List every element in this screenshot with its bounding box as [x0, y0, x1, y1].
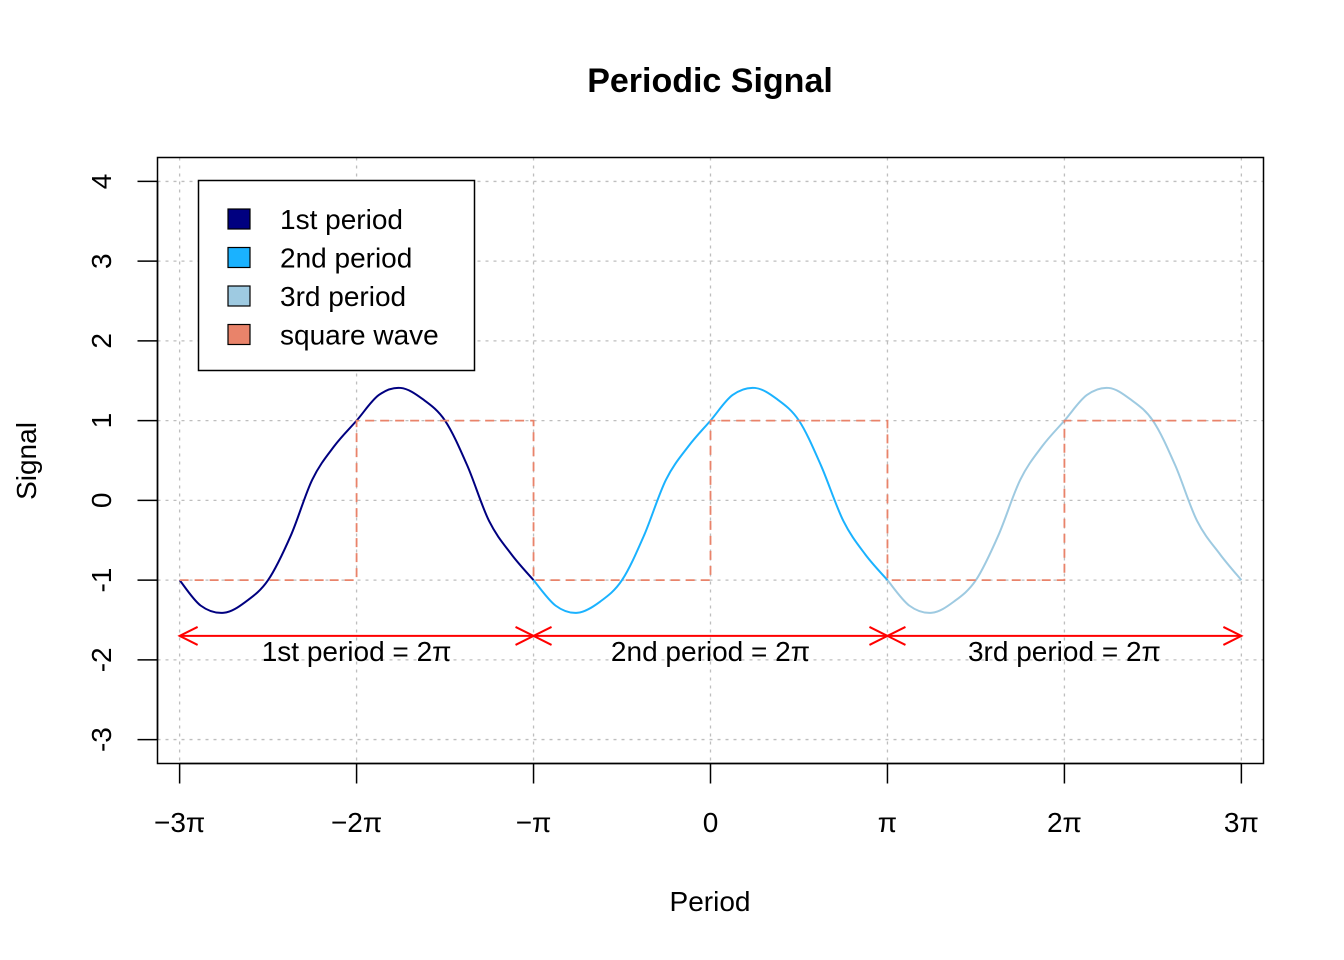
y-tick-label-3: 0 — [86, 493, 117, 509]
y-tick-label-1: -2 — [86, 647, 117, 672]
y-tick-label-0: -3 — [86, 727, 117, 752]
x-axis-label: Period — [670, 886, 751, 917]
legend-swatch-square-wave — [227, 323, 251, 346]
y-tick-label-4: 1 — [86, 413, 117, 429]
x-tick-label-1: −2π — [331, 807, 382, 838]
x-tick-label-4: π — [878, 807, 897, 838]
series-lines — [178, 386, 1243, 614]
arrowhead-right-3 — [1222, 626, 1244, 646]
chart-title: Periodic Signal — [587, 62, 833, 100]
legend-swatch-2nd-period — [227, 246, 251, 269]
legend: 1st period 2nd period 3rd period square wav… — [197, 179, 476, 372]
legend-label-square-wave: square wave — [280, 320, 439, 351]
x-axis: −3π −2π −π 0 π 2π 3π — [154, 762, 1259, 838]
period-label-1: 1st period = 2π — [262, 636, 452, 667]
y-tick-label-7: 4 — [86, 174, 117, 190]
legend-label-2nd-period: 2nd period — [280, 243, 412, 274]
arrowhead-left-2 — [531, 626, 552, 646]
legend-swatch-1st-period — [227, 208, 251, 230]
legend-swatch-3rd-period — [227, 285, 251, 307]
x-tick-label-0: −3π — [154, 807, 205, 838]
arrowhead-left-3 — [885, 626, 906, 646]
period-label-2: 2nd period = 2π — [611, 636, 810, 667]
arrowhead-left-1 — [177, 626, 199, 646]
period-annotations: 1st period = 2π 2nd period = 2π 3rd period… — [177, 626, 1244, 667]
y-axis-label: Signal — [11, 422, 42, 500]
y-tick-label-5: 2 — [86, 333, 117, 349]
period-label-3: 3rd period = 2π — [968, 636, 1161, 667]
legend-label-1st-period: 1st period — [280, 204, 403, 235]
x-tick-label-6: 3π — [1224, 807, 1259, 838]
x-tick-label-3: 0 — [703, 807, 719, 838]
x-tick-label-2: −π — [516, 807, 552, 838]
y-tick-label-6: 3 — [86, 253, 117, 269]
y-axis: -3 -2 -1 0 1 2 3 4 — [86, 174, 159, 752]
x-tick-label-5: 2π — [1047, 807, 1082, 838]
y-tick-label-2: -1 — [86, 568, 117, 593]
series-line-square-wave — [179, 419, 1242, 582]
legend-label-3rd-period: 3rd period — [280, 281, 406, 312]
